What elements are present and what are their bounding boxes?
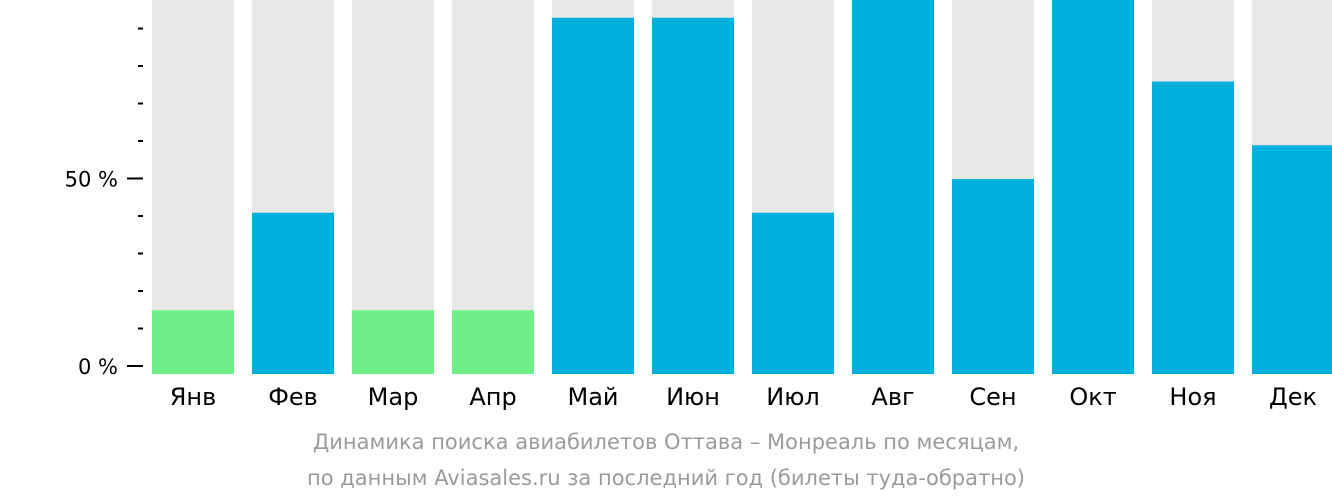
bars bbox=[152, 0, 1332, 374]
x-tick-label: Мар bbox=[368, 383, 419, 411]
bar bbox=[852, 0, 934, 374]
bar bbox=[1252, 145, 1332, 374]
x-tick-label: Окт bbox=[1069, 383, 1116, 411]
bar bbox=[1052, 0, 1134, 374]
y-tick-label: 50 % bbox=[65, 168, 118, 192]
x-tick-label: Фев bbox=[268, 383, 318, 411]
bar bbox=[552, 17, 634, 374]
y-axis: 0 % 50 % 100 % bbox=[51, 0, 143, 379]
x-tick-label: Сен bbox=[969, 383, 1016, 411]
bar bbox=[152, 310, 234, 374]
chart-caption-line-2: по данным Aviasales.ru за последний год … bbox=[307, 466, 1025, 490]
x-tick-label: Дек bbox=[1269, 383, 1317, 411]
y-tick-label: 0 % bbox=[78, 355, 118, 379]
bar bbox=[1152, 81, 1234, 374]
bar bbox=[452, 310, 534, 374]
x-tick-label: Июл bbox=[766, 383, 820, 411]
x-tick-label: Май bbox=[567, 383, 618, 411]
bar bbox=[752, 212, 834, 374]
y-tick-label: 100 % bbox=[51, 0, 118, 4]
x-tick-label: Янв bbox=[170, 383, 217, 411]
x-tick-label: Ноя bbox=[1169, 383, 1216, 411]
x-tick-label: Апр bbox=[469, 383, 516, 411]
chart-caption-line-1: Динамика поиска авиабилетов Оттава – Мон… bbox=[312, 430, 1020, 454]
x-tick-label: Авг bbox=[871, 383, 914, 411]
x-axis: Янв Фев Мар Апр Май Июн Июл Авг Сен Окт Ноя Дек bbox=[170, 383, 1317, 411]
x-tick-label: Июн bbox=[666, 383, 720, 411]
bar bbox=[352, 310, 434, 374]
bar bbox=[652, 17, 734, 374]
bar bbox=[952, 179, 1034, 374]
bar bbox=[252, 212, 334, 374]
